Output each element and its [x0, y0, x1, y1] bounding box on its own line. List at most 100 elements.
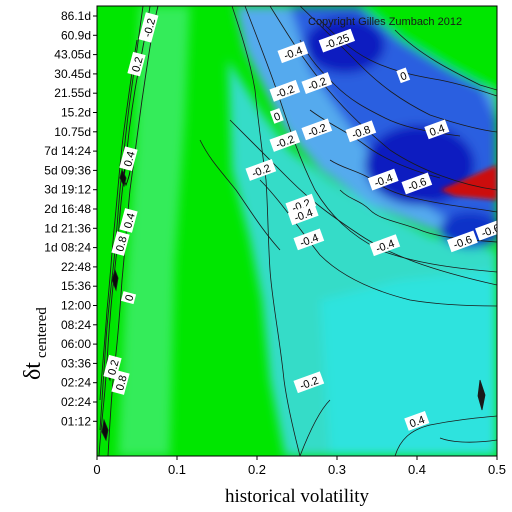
contour-label-box: [475, 218, 497, 241]
contour-label-text: 0.2: [130, 56, 146, 74]
contour-label-text: -0.2: [142, 17, 159, 38]
contour-label-box: [401, 172, 433, 195]
y-tick-label: 02:24: [61, 395, 91, 409]
contour-label-box: [369, 234, 401, 257]
y-axis: 86.1d 60.9d 43.05d 30.45d 21.55d 15.2d 10.75d 7…: [44, 9, 97, 428]
contour-label-text: 0.4: [122, 150, 138, 168]
contour-label-box: [367, 168, 399, 191]
contour-label: 0.4: [424, 119, 450, 140]
copyright-text: Copyright Gilles Zumbach 2012: [308, 16, 462, 28]
y-tick-label: 02:24: [61, 376, 91, 390]
contour-label-box: [345, 120, 377, 143]
contour-label-box: [285, 193, 317, 216]
contour-label: 0.4: [119, 208, 138, 233]
contour-label: -0.2: [138, 12, 159, 43]
contour-label-text: 0.4: [122, 212, 138, 230]
contour-label-box: [287, 203, 319, 226]
y-tick-label: 1d 08:24: [44, 241, 91, 255]
contour-label-box: [120, 291, 137, 305]
y-tick-label: 06:00: [61, 337, 91, 351]
y-tick-label: 12:00: [61, 299, 91, 313]
y-tick-label: 15.2d: [61, 106, 91, 120]
contour-label-box: [277, 41, 309, 64]
contour-label-box: [447, 230, 478, 253]
contour-label-box: [404, 410, 430, 431]
contour-label: 0.2: [103, 354, 122, 380]
contour-label-text: 0.2: [106, 359, 122, 377]
y-tick-label: 7d 14:24: [44, 144, 91, 158]
y-tick-label: 15:36: [61, 279, 91, 293]
y-tick-label: 03:36: [61, 356, 91, 370]
plot-area: [97, 6, 497, 456]
contour-label: 0: [269, 108, 284, 124]
contour-label: 0.4: [119, 146, 138, 171]
x-tick-label: 0.2: [248, 462, 266, 477]
contour-label: 0: [120, 291, 137, 305]
contour-label-box: [127, 51, 146, 77]
x-axis: 0 0.1 0.2 0.3 0.4 0.5: [93, 456, 506, 477]
contour-label: 0.4: [404, 410, 430, 431]
contour-label-box: [293, 228, 325, 251]
region-green-top-right: [360, 6, 497, 95]
x-tick-label: 0: [93, 462, 100, 477]
x-tick-label: 0.4: [408, 462, 426, 477]
y-tick-label: 43.05d: [54, 48, 91, 62]
y-tick-label: 10.75d: [54, 125, 91, 139]
y-tick-label: 21.55d: [54, 86, 91, 100]
y-tick-label: 22:48: [61, 260, 91, 274]
y-tick-label: 60.9d: [61, 28, 91, 42]
contour-label-box: [301, 72, 333, 94]
y-tick-label: 2d 16:48: [44, 202, 91, 216]
contour-labels: -0.2-0.2 -0.2-0.2-0.2-0.2-0.2-0.2000-0.25…: [103, 12, 502, 431]
contour-label-box: [111, 231, 130, 256]
y-axis-label-main: δt: [20, 362, 46, 380]
y-tick-label: 08:24: [61, 318, 91, 332]
contour-label-text: 0.8: [114, 235, 130, 253]
y-tick-label: 3d 19:12: [44, 183, 91, 197]
contour-lines: [199, 6, 497, 456]
contour-label-text: 0.4: [428, 123, 446, 140]
contour-label: 0.8: [111, 231, 130, 256]
contour-label: 0.2: [127, 51, 146, 77]
contour-label-text: 0.8: [114, 374, 130, 392]
region-light-green-left: [118, 6, 190, 456]
x-tick-label: 0.5: [488, 462, 506, 477]
y-tick-label: 5d 09:36: [44, 163, 91, 177]
x-axis-label: historical volatility: [225, 486, 370, 507]
contour-label-box: [245, 159, 277, 181]
contour-label-box: [138, 12, 159, 43]
y-axis-label-sub: centered: [34, 307, 50, 358]
y-tick-label: 30.45d: [54, 67, 91, 81]
contour-label: 0: [396, 67, 411, 84]
contour-label-text: 0: [272, 111, 282, 124]
heatmap-regions: [118, 6, 497, 456]
red-streak: [440, 165, 497, 200]
contour-label-box: [318, 28, 356, 53]
contour-label: -0.6: [475, 218, 502, 241]
x-tick-label: 0.1: [168, 462, 186, 477]
region-light-cyan: [320, 270, 497, 456]
region-dark-blue-mid: [365, 125, 475, 205]
y-tick-label: 01:12: [61, 414, 91, 428]
y-tick-label: 1d 21:36: [44, 221, 91, 235]
contour-label-text: 0: [399, 70, 409, 83]
contour-label-box: [119, 146, 138, 171]
contour-label-box: [103, 354, 122, 380]
y-axis-label: δt centered: [20, 307, 50, 380]
contour-label-box: [293, 371, 325, 394]
contour-label-box: [396, 67, 411, 84]
contour-label-box: [119, 208, 138, 233]
contour-label-box: [269, 79, 301, 102]
contour-label-box: [424, 119, 450, 140]
contour-label-text: 0.4: [408, 414, 426, 431]
plot-frame: [96, 5, 498, 457]
contour-label-box: [301, 118, 333, 141]
contour-label-text: -0.6: [480, 222, 502, 240]
region-dark-blue-top: [305, 17, 385, 73]
contour-label-text: 0: [123, 294, 136, 303]
x-tick-label: 0.3: [328, 462, 346, 477]
contour-label-box: [269, 108, 284, 124]
contour-label-box: [269, 130, 301, 152]
y-tick-label: 86.1d: [61, 9, 91, 23]
